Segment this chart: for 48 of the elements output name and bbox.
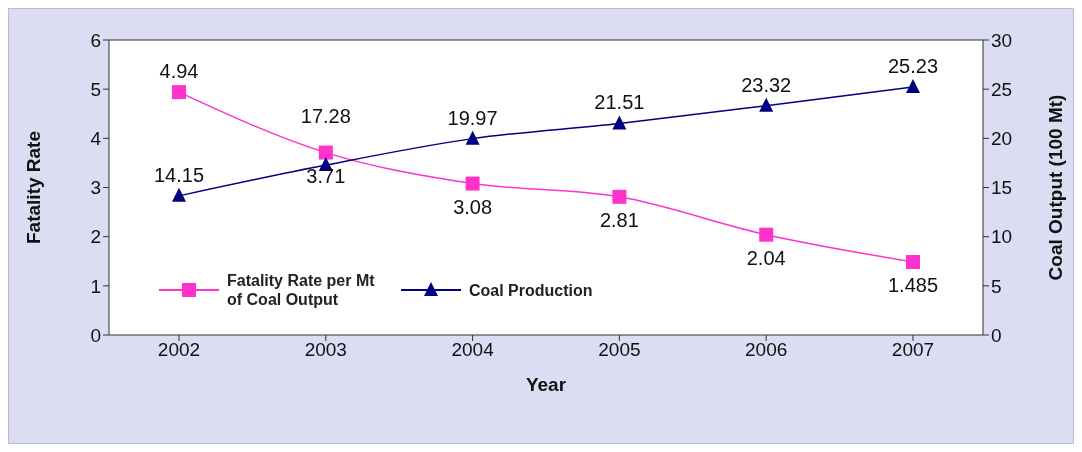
- x-tick-label: 2004: [451, 339, 495, 361]
- data-label: 23.32: [741, 73, 792, 96]
- y-tick-label: 6: [90, 29, 101, 51]
- data-label: 14.15: [153, 163, 205, 186]
- point: [906, 78, 920, 93]
- data-label: 17.28: [300, 105, 351, 128]
- point: [759, 227, 774, 242]
- y2-tick-label: 0: [991, 324, 1002, 346]
- legend-label: Coal Production: [469, 280, 593, 300]
- x-tick-label: 2006: [745, 339, 788, 361]
- y-axis-title: Fatality Rate: [22, 131, 44, 244]
- point: [318, 145, 333, 160]
- point: [906, 254, 920, 269]
- point: [759, 97, 774, 112]
- y2-tick-label: 30: [991, 29, 1013, 51]
- data-label: 2.04: [746, 246, 786, 269]
- x-axis-title: Year: [525, 374, 567, 395]
- y-tick-label: 4: [90, 128, 102, 150]
- data-label: 1.485: [887, 273, 939, 296]
- x-tick-label: 2007: [891, 339, 935, 361]
- data-label: 21.51: [594, 91, 645, 114]
- y-tick-label: 0: [90, 324, 101, 346]
- y2-axis-title: Coal Output (100 Mt): [1044, 94, 1066, 281]
- x-tick-label: 2002: [157, 339, 201, 361]
- point: [465, 176, 480, 191]
- point: [612, 115, 627, 130]
- point: [172, 85, 186, 100]
- y2-tick-label: 5: [991, 275, 1002, 297]
- data-label: 4.94: [159, 60, 199, 83]
- y-tick-label: 5: [90, 78, 101, 100]
- y-tick-label: 1: [90, 275, 101, 297]
- y-tick-label: 2: [90, 226, 101, 248]
- point: [172, 187, 186, 202]
- y-tick-label: 3: [90, 177, 101, 199]
- y2-tick-label: 10: [991, 226, 1013, 248]
- y2-tick-label: 20: [991, 128, 1013, 150]
- legend-label: Fatality Rate per Mt of Coal Output: [227, 271, 376, 309]
- x-tick-label: 2005: [598, 339, 641, 361]
- y2-tick-label: 25: [991, 78, 1013, 100]
- data-label: 2.81: [599, 208, 639, 231]
- data-label: 3.71: [306, 164, 346, 187]
- data-label: 3.08: [453, 195, 493, 218]
- point: [465, 130, 480, 145]
- point: [612, 189, 627, 204]
- data-label: 25.23: [887, 54, 939, 77]
- x-tick-label: 2003: [304, 339, 347, 361]
- y2-tick-label: 15: [991, 177, 1013, 199]
- data-label: 19.97: [447, 106, 498, 129]
